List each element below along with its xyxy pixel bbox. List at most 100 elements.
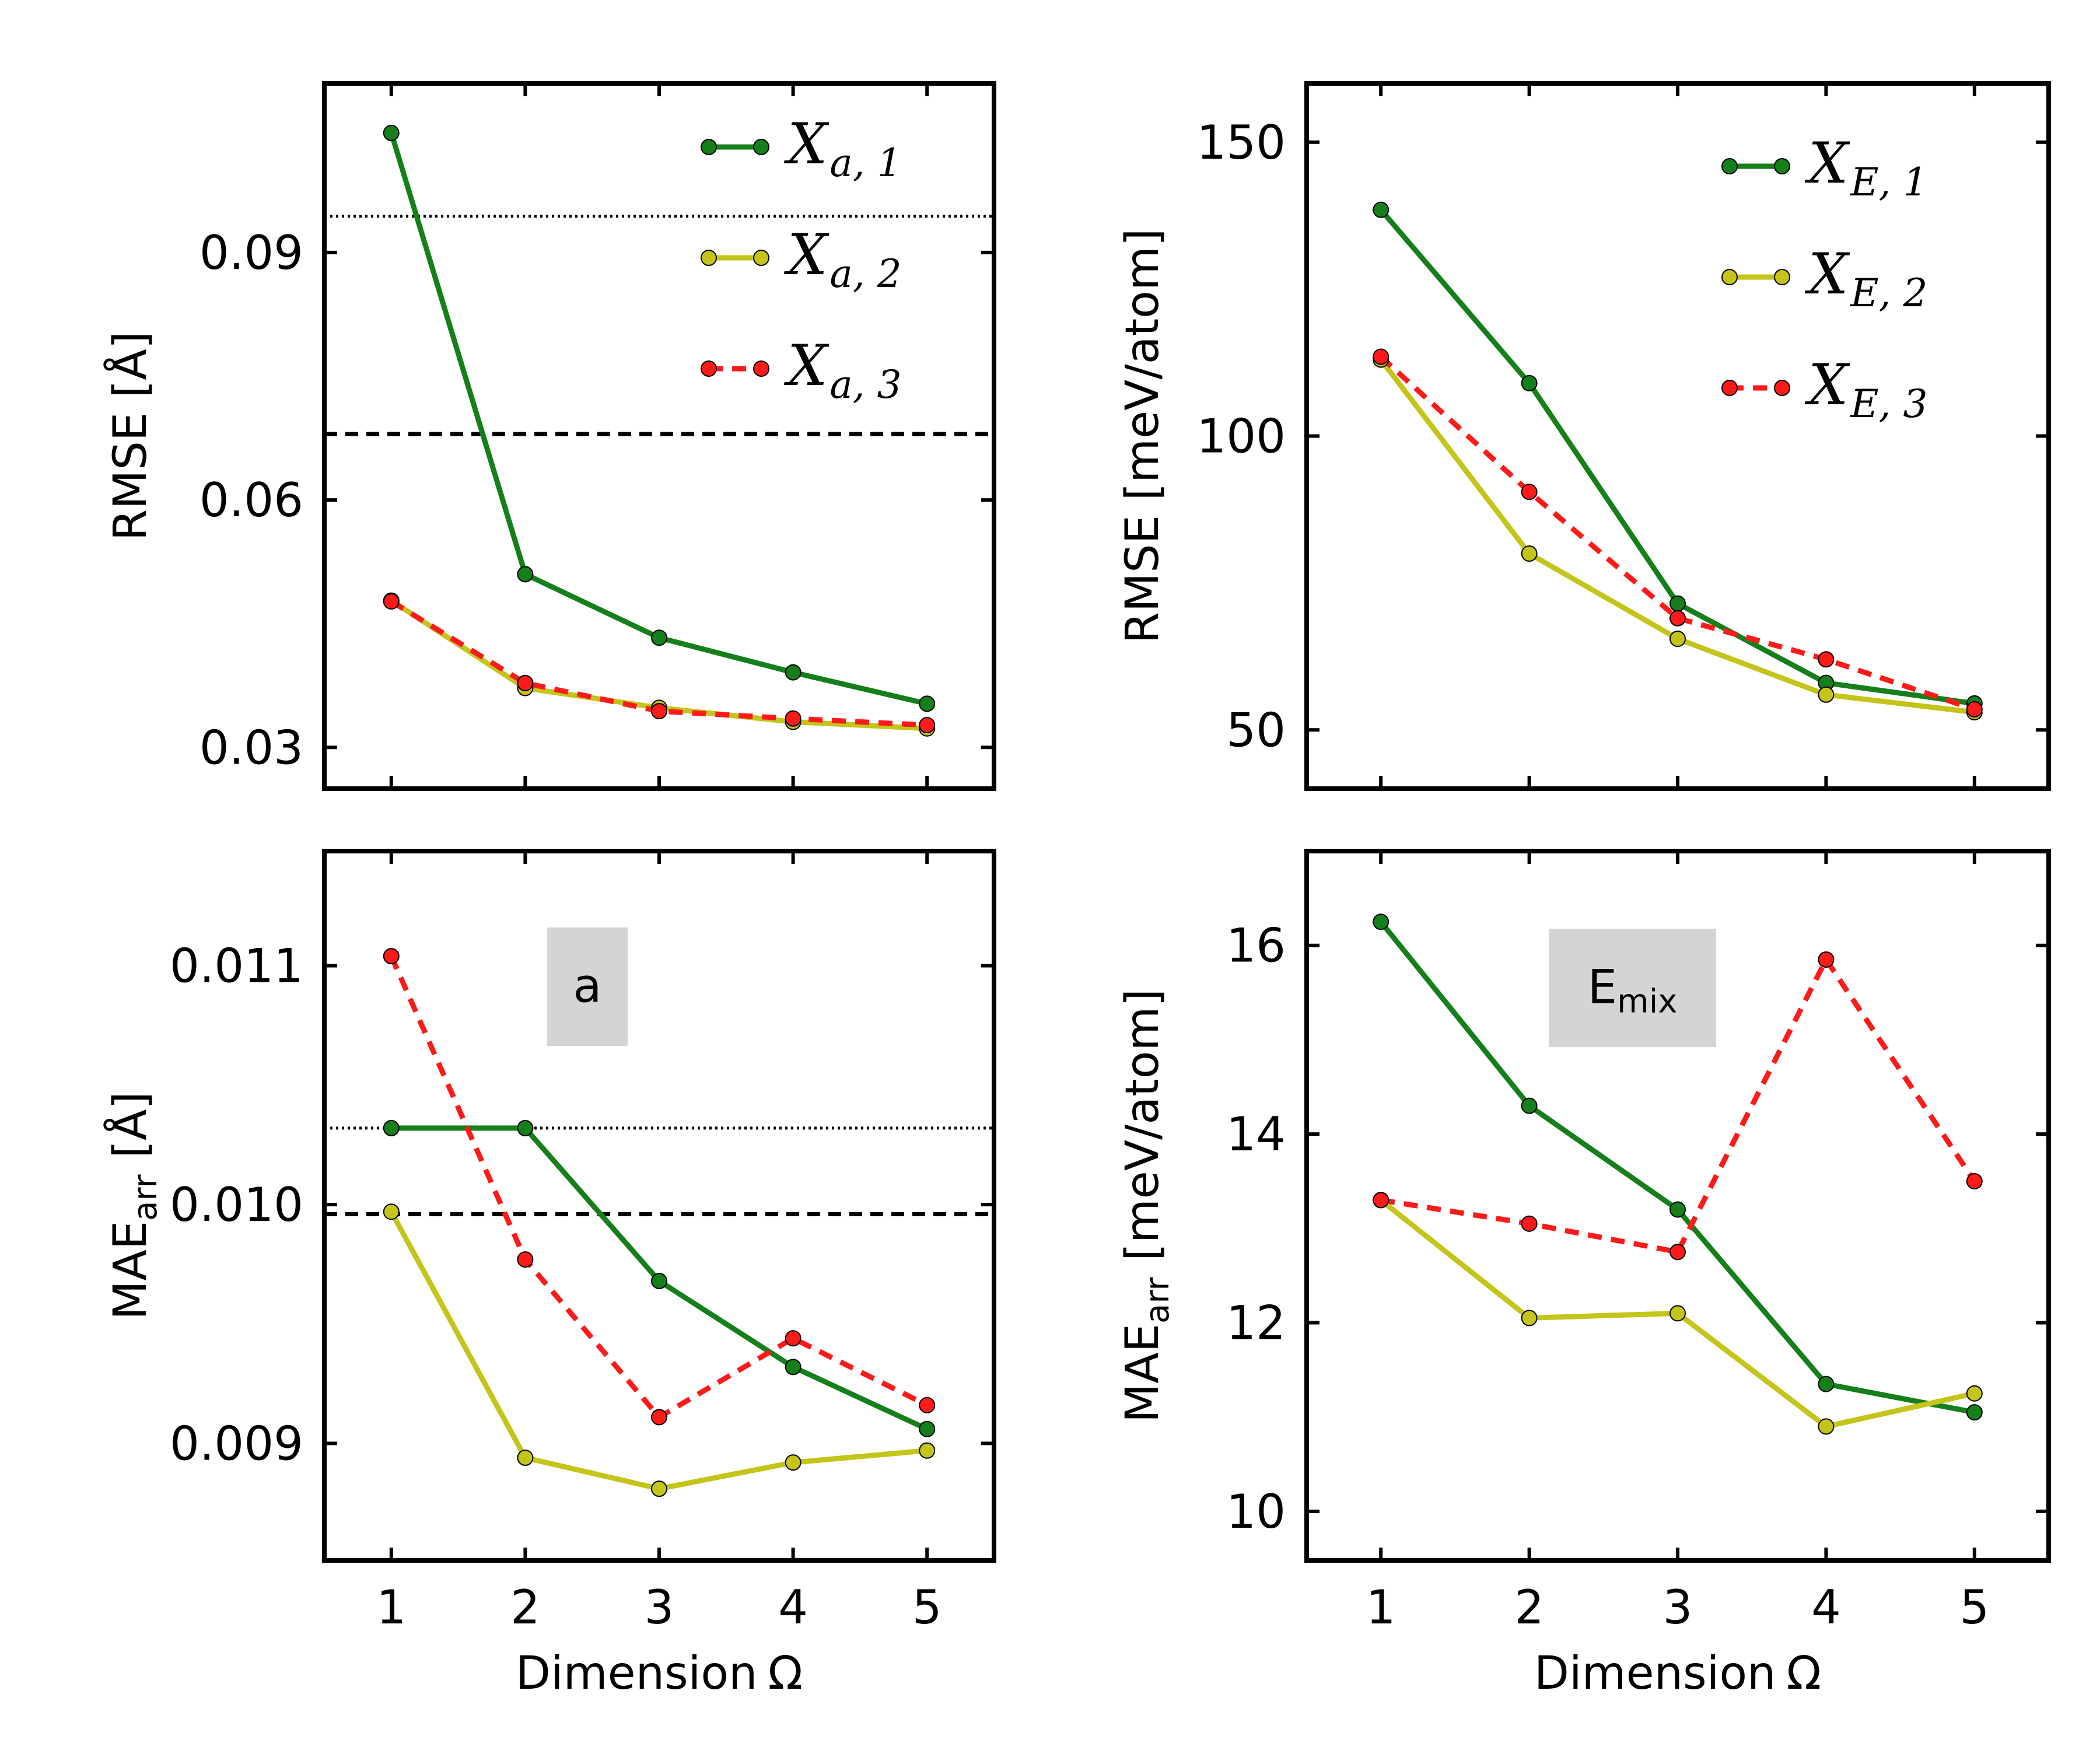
series-3-point-1 — [1373, 1192, 1390, 1209]
panel-rmse-a-legend: Xa, 1 Xa, 2 Xa, 3 — [701, 111, 902, 407]
legend-label-xe2: XE, 2 — [1804, 242, 1927, 316]
panel-mae-e-ylabel-unit: [meV/atom] — [1116, 989, 1169, 1261]
series-3-point-4 — [785, 710, 802, 727]
legend-base-xe2: X — [1804, 242, 1850, 307]
series-1-point-1 — [1373, 201, 1390, 218]
legend-base-xa2: X — [783, 222, 830, 288]
panel-rmse-e-legend: XE, 1 XE, 2 XE, 3 — [1721, 131, 1927, 426]
series-line-1 — [388, 132, 928, 706]
legend-base-xa3: X — [783, 333, 830, 398]
panel-mae-a-xlabel-text: Dimension — [516, 1647, 758, 1700]
series-2-point-1 — [383, 1203, 400, 1220]
y-tick-label: 0.009 — [170, 1416, 303, 1471]
series-2-point-4 — [1818, 686, 1835, 703]
x-tick-label: 5 — [1959, 1580, 1989, 1634]
legend-base-xe3: X — [1804, 352, 1850, 418]
y-tick-label: 150 — [1196, 116, 1286, 170]
legend-sub-xe2: E, 2 — [1850, 271, 1927, 316]
legend-marker-xe1-left — [1721, 158, 1738, 174]
x-tick-label: 2 — [510, 1580, 540, 1634]
panel-mae-e-xlabel-symbol: Ω — [1787, 1647, 1822, 1700]
series-3-point-3 — [1670, 1244, 1686, 1261]
series-1-point-5 — [919, 695, 936, 712]
x-tick-label: 5 — [912, 1580, 942, 1634]
series-3-point-3 — [651, 703, 667, 720]
series-3-point-2 — [1521, 484, 1538, 501]
series-3-point-4 — [1818, 951, 1835, 968]
panel-mae-a: a 1 2 3 4 5 0.009 0.010 0.011 MAEarr [Å] Dimensi… — [103, 849, 996, 1700]
series-1-point-1 — [383, 1119, 400, 1136]
series-3-point-1 — [383, 948, 400, 965]
panel-rmse-a: 0.03 0.06 0.09 RMSE [Å] Xa, 1 Xa, 2 Xa, 3 — [103, 81, 996, 791]
series-3-point-2 — [517, 1251, 534, 1268]
panel-mae-a-badge-label: a — [573, 959, 601, 1013]
legend-marker-xe2-right — [1774, 269, 1790, 285]
series-2-point-3 — [1670, 1305, 1686, 1322]
panel-mae-a-points — [383, 948, 936, 1497]
legend-label-xa1: Xa, 1 — [783, 111, 902, 186]
series-2-point-5 — [919, 1442, 936, 1459]
y-tick-label: 0.06 — [200, 473, 303, 527]
series-2-point-5 — [1966, 1385, 1983, 1402]
panel-rmse-a-ticks: 0.03 0.06 0.09 — [200, 83, 994, 789]
series-1-point-5 — [919, 1420, 936, 1437]
y-tick-label: 0.03 — [200, 720, 303, 775]
series-2-point-2 — [1521, 545, 1538, 562]
x-tick-label: 4 — [778, 1580, 808, 1634]
legend-label-xe3: XE, 3 — [1804, 352, 1927, 426]
series-1-point-3 — [651, 1272, 667, 1289]
series-3-point-3 — [651, 1409, 667, 1426]
panel-mae-e-xlabel: Dimension Ω — [1534, 1647, 1821, 1700]
legend-sub-xa2: a, 2 — [830, 251, 901, 296]
panel-mae-a-badge — [547, 928, 628, 1046]
legend-marker-xa1-left — [701, 139, 717, 155]
panel-mae-e-xlabel-text: Dimension — [1534, 1647, 1776, 1700]
legend-marker-xa3-right — [753, 360, 769, 377]
panel-mae-e-badge — [1549, 929, 1716, 1047]
series-3-point-5 — [919, 1396, 936, 1413]
x-tick-label: 3 — [645, 1580, 674, 1634]
series-1-point-4 — [785, 664, 802, 681]
series-2-point-3 — [651, 1480, 667, 1497]
legend-entry-xa3: Xa, 3 — [701, 333, 902, 407]
legend-sub-xe1: E, 1 — [1850, 160, 1927, 205]
y-tick-label: 0.011 — [170, 939, 303, 993]
panel-mae-a-ticks: 1 2 3 4 5 0.009 0.010 0.011 — [170, 851, 994, 1634]
panel-mae-e-ylabel-main: MAE — [1116, 1324, 1169, 1423]
panel-mae-a-ylabel: MAEarr [Å] — [103, 1091, 164, 1320]
y-tick-label: 10 — [1226, 1485, 1286, 1539]
series-1-point-2 — [517, 566, 534, 583]
panel-mae-a-lines — [324, 955, 994, 1492]
panel-mae-a-badge-text: a — [573, 959, 601, 1013]
legend-marker-xa2-right — [753, 250, 769, 266]
series-1-point-2 — [1521, 1097, 1538, 1114]
legend-base-xa1: X — [783, 111, 830, 177]
legend-marker-xe3-left — [1721, 380, 1738, 396]
series-1-point-5 — [1966, 1404, 1983, 1421]
legend-entry-xe3: XE, 3 — [1721, 352, 1927, 426]
legend-sub-xe3: E, 3 — [1850, 382, 1927, 426]
panel-mae-e-badge-sub: mix — [1617, 983, 1677, 1021]
series-1-point-1 — [1373, 914, 1390, 930]
legend-marker-xa2-left — [701, 250, 717, 266]
series-line-3 — [1380, 957, 1977, 1255]
panel-mae-a-ylabel-sub: arr — [127, 1174, 164, 1220]
legend-label-xe1: XE, 1 — [1804, 131, 1927, 205]
panel-rmse-e-ylabel: RMSE [meV/atom] — [1116, 229, 1169, 644]
panel-rmse-a-ylabel: RMSE [Å] — [103, 331, 157, 541]
x-tick-label: 4 — [1811, 1580, 1841, 1634]
panel-mae-e-ylabel: MAEarr [meV/atom] — [1116, 989, 1177, 1423]
series-3-point-5 — [1966, 701, 1983, 718]
y-tick-label: 100 — [1196, 410, 1286, 464]
y-tick-label: 14 — [1226, 1107, 1286, 1161]
series-3-point-2 — [1521, 1215, 1538, 1232]
legend-marker-xa1-right — [753, 139, 769, 155]
series-1-point-3 — [1670, 1201, 1686, 1218]
panel-mae-e-badge-label: Emix — [1588, 960, 1678, 1021]
series-3-point-1 — [1373, 348, 1390, 365]
legend-label-xa3: Xa, 3 — [783, 333, 902, 407]
series-3-point-4 — [785, 1330, 802, 1347]
